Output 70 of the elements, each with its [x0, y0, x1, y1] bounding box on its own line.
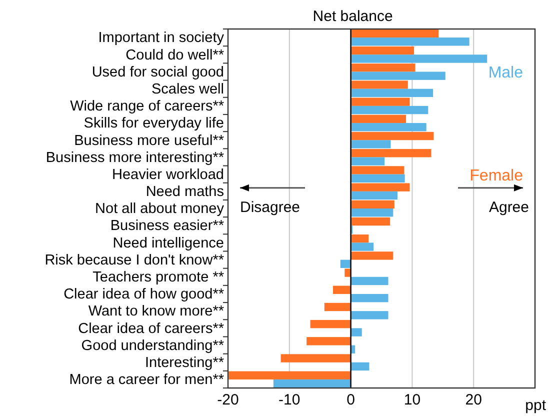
y-tick-label: Important in society: [98, 30, 225, 46]
bar: [350, 252, 394, 260]
bar: [350, 140, 391, 148]
bar: [350, 72, 446, 80]
y-tick-label: Teachers promote **: [92, 270, 224, 286]
bar: [350, 54, 488, 63]
bar: [350, 311, 388, 320]
bar: [350, 80, 408, 89]
bar: [350, 114, 406, 124]
bar: [350, 276, 388, 286]
bar: [228, 371, 351, 380]
series-label: Male: [488, 64, 524, 82]
x-tick-label: -20: [217, 392, 239, 409]
y-tick-label: Need intelligence: [112, 235, 224, 252]
y-tick-label: Not all about money: [95, 201, 225, 218]
x-axis-title: ppt: [525, 397, 547, 414]
y-tick-label: Need maths: [146, 184, 224, 200]
bar: [350, 88, 434, 98]
bar: [350, 64, 416, 72]
bar: [324, 302, 351, 312]
bar: [350, 174, 405, 183]
bar: [350, 328, 362, 336]
bar: [280, 354, 351, 362]
y-tick-label: Heavier workload: [112, 166, 224, 183]
bar: [350, 123, 426, 132]
bar: [350, 157, 385, 166]
x-tick-label: 20: [465, 392, 482, 409]
y-tick-label: Business more interesting**: [46, 150, 224, 166]
bar: [350, 46, 414, 55]
x-tick-label: 10: [404, 392, 421, 409]
bar: [350, 38, 470, 46]
y-tick-label: Interesting**: [145, 354, 224, 371]
annotation: Disagree: [240, 198, 300, 216]
bar: [350, 234, 369, 243]
bar: [350, 217, 390, 226]
bar: [350, 362, 370, 371]
y-tick-label: Business more useful**: [74, 132, 224, 149]
bar: [350, 183, 410, 192]
y-tick-label: Good understanding**: [81, 338, 224, 354]
bar: [350, 208, 394, 217]
bar: [350, 242, 374, 251]
bar: [350, 200, 394, 208]
bar: [306, 337, 351, 346]
bar: [350, 98, 410, 106]
bar: [350, 191, 398, 200]
bar: [332, 286, 351, 294]
bar: [350, 149, 432, 158]
y-tick-label: Could do well**: [126, 47, 224, 64]
y-tick-label: Clear idea of how good**: [64, 286, 224, 303]
bar: [350, 132, 434, 140]
x-tick-label: 0: [346, 392, 355, 409]
y-tick-label: Want to know more**: [88, 304, 224, 320]
y-tick-label: Used for social good: [92, 64, 224, 80]
y-tick-label: Skills for everyday life: [84, 116, 224, 132]
bar: [273, 379, 351, 388]
bar: [350, 294, 388, 302]
text: Female: [470, 167, 524, 184]
annotation: Agree: [488, 198, 529, 216]
y-tick-label: Clear idea of careers**: [78, 320, 224, 337]
y-tick-label: Scales well: [151, 81, 224, 98]
bar: [310, 320, 351, 328]
y-tick-label: Wide range of careers**: [70, 98, 224, 115]
bar: [350, 166, 404, 174]
chart-subtitle: Net balance: [312, 8, 393, 25]
y-tick-label: Business easier**: [110, 218, 224, 234]
y-tick-label: More a career for men**: [69, 372, 224, 388]
bar: [350, 106, 428, 114]
bar: [350, 29, 439, 38]
y-tick-label: Risk because I don't know**: [44, 252, 224, 268]
x-tick-label: -10: [278, 392, 300, 409]
